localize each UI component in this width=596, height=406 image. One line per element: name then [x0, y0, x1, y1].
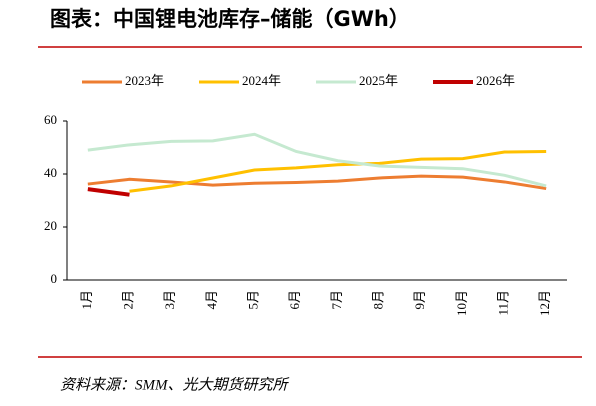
- x-tick-label: 8月: [370, 290, 385, 310]
- chart-title: 图表：中国锂电池库存–储能（GWh）: [50, 7, 410, 31]
- x-tick-label: 2月: [120, 290, 135, 310]
- x-tick-label: 4月: [204, 290, 219, 310]
- x-tick-label: 12月: [537, 290, 552, 316]
- y-tick-label: 40: [44, 165, 57, 180]
- x-tick-label: 11月: [495, 290, 510, 316]
- x-tick-label: 7月: [329, 290, 344, 310]
- line-series: [87, 174, 547, 191]
- x-tick-label: 1月: [79, 290, 94, 310]
- legend-label: 2024年: [242, 73, 281, 88]
- y-tick-label: 0: [51, 271, 58, 286]
- line-series: [129, 149, 547, 193]
- x-tick-label: 9月: [412, 290, 427, 310]
- legend-label: 2025年: [359, 73, 398, 88]
- x-tick-label: 3月: [162, 290, 177, 310]
- line-series: [87, 132, 547, 188]
- x-tick-label: 6月: [287, 290, 302, 310]
- x-tick-label: 10月: [454, 290, 469, 316]
- x-tick-label: 5月: [245, 290, 260, 310]
- legend-label: 2023年: [125, 73, 164, 88]
- y-tick-label: 60: [44, 112, 57, 127]
- y-tick-label: 20: [44, 218, 57, 233]
- legend-label: 2026年: [476, 73, 515, 88]
- source: 资料来源：SMM、光大期货研究所: [60, 376, 289, 393]
- line-series: [87, 187, 130, 197]
